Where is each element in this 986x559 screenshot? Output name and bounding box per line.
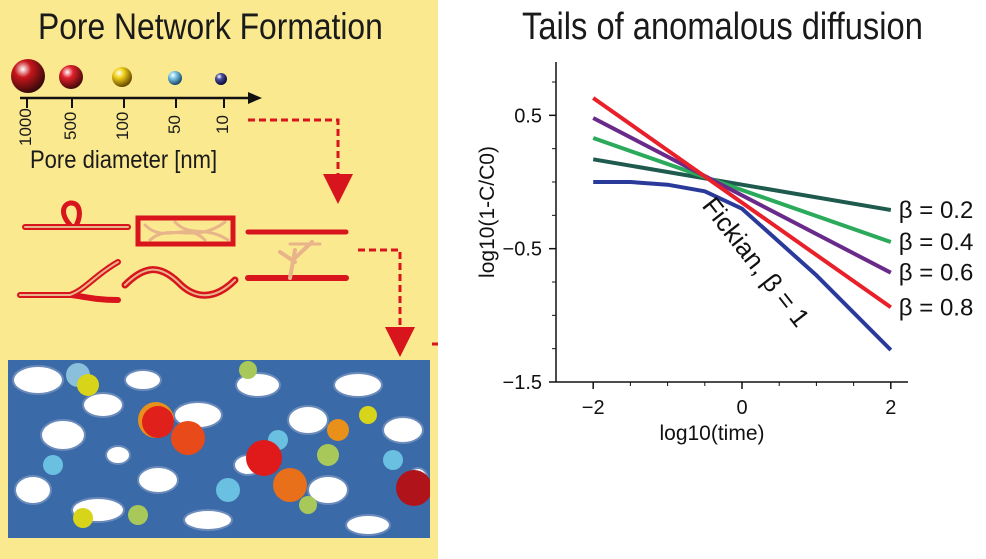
sphere-500nm	[59, 65, 83, 89]
sphere-50nm	[168, 71, 182, 85]
pore-network-image	[8, 360, 430, 538]
pore-diameter-axis	[20, 92, 262, 108]
tick-label-10: 10	[213, 115, 232, 134]
chart-axes: −2 0 2 0.5 −0.5 −1.5	[503, 62, 908, 419]
pore-diameter-label: Pore diameter [nm]	[30, 146, 218, 174]
sphere-100nm	[112, 67, 132, 87]
large-pore-clusters	[138, 402, 430, 506]
dashed-connector-1	[248, 118, 353, 204]
pore-sketch-wavy	[121, 266, 239, 299]
tick-label-50: 50	[165, 115, 184, 134]
pore-sketch-dead-end	[22, 200, 131, 230]
series-label-1: β = 0.4	[899, 229, 974, 256]
left-title: Pore Network Formation	[38, 6, 383, 47]
series-line-4	[593, 180, 893, 352]
series-line-1	[592, 136, 892, 244]
series-line-3	[592, 96, 892, 309]
tick-label-500: 500	[61, 111, 80, 140]
series-label-3: β = 0.8	[899, 294, 974, 321]
diffusion-chart: −2 0 2 0.5 −0.5 −1.5 log10(time) log10(1-C/C0)…	[476, 62, 974, 445]
chart-series	[592, 96, 893, 352]
series-line-0	[592, 157, 892, 212]
y-tick-label: 0.5	[514, 105, 542, 127]
size-spheres	[11, 59, 227, 93]
series-line-2	[592, 116, 892, 275]
y-tick-label: −0.5	[503, 239, 542, 261]
y-tick-label: −1.5	[503, 372, 542, 394]
series-label-0: β = 0.2	[899, 197, 974, 224]
pore-sketch-constriction	[245, 229, 349, 246]
pore-sketch-branch	[17, 259, 121, 303]
pore-morphologies	[17, 200, 349, 303]
tick-label-1000: 1000	[16, 108, 35, 146]
x-axis-label: log10(time)	[659, 422, 764, 445]
x-tick-label: 2	[885, 397, 896, 419]
chart-title: Tails of anomalous diffusion	[522, 6, 923, 48]
series-label-2: β = 0.6	[899, 260, 974, 287]
sphere-10nm	[215, 73, 227, 85]
y-axis-label: log10(1-C/C0)	[476, 146, 499, 278]
dashed-connector-2	[358, 248, 415, 357]
pore-diagram	[11, 59, 438, 357]
pore-sketch-tree	[245, 240, 349, 281]
sphere-1000nm	[11, 59, 45, 93]
pore-sketch-mesh	[135, 215, 236, 247]
x-tick-label: −2	[582, 397, 605, 419]
tick-label-100: 100	[113, 111, 132, 140]
x-tick-label: 0	[736, 397, 747, 419]
